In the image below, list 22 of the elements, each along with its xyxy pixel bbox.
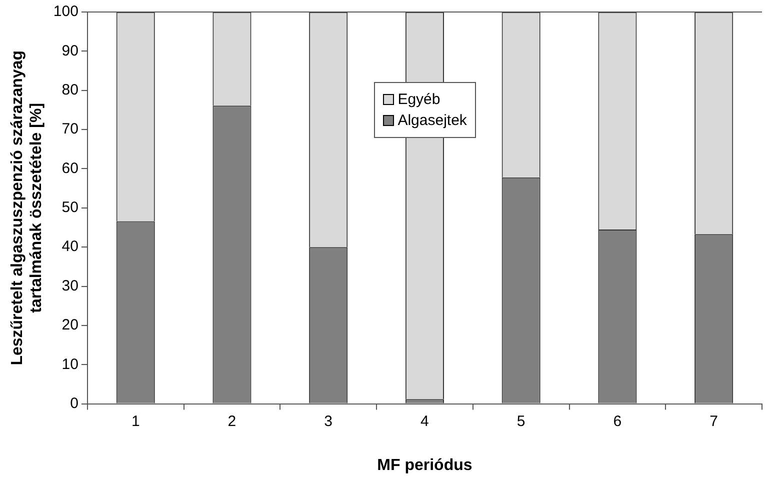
y-tick-label: 90 — [62, 42, 78, 60]
y-tick-label: 0 — [70, 394, 78, 412]
x-tick-label: 5 — [516, 412, 526, 430]
y-tick-label: 70 — [62, 120, 78, 138]
y-tick-label: 60 — [62, 160, 78, 177]
y-tick-label: 10 — [62, 356, 78, 373]
x-tick-label: 2 — [228, 412, 236, 430]
x-tick-label: 6 — [613, 412, 622, 430]
y-tick-label: 80 — [62, 82, 78, 98]
legend-label: Algasejtek — [398, 112, 467, 130]
x-tick-label: 4 — [420, 412, 429, 430]
x-tick-label: 7 — [710, 412, 718, 430]
y-tick-label: 20 — [62, 316, 78, 334]
legend-label: Egyéb — [398, 91, 440, 108]
x-tick-label: 3 — [324, 412, 333, 430]
y-tick-label: 50 — [62, 199, 78, 216]
y-tick-label: 100 — [53, 3, 78, 20]
x-tick-label: 1 — [131, 412, 140, 430]
x-axis-title: MF periódus — [377, 456, 472, 474]
y-tick-label: 30 — [62, 277, 78, 294]
y-tick-label: 40 — [62, 238, 78, 256]
y-axis-title: Leszűretelt algaszuszpenzió szárazanyag tartalmának összetétele [%] — [9, 50, 46, 366]
